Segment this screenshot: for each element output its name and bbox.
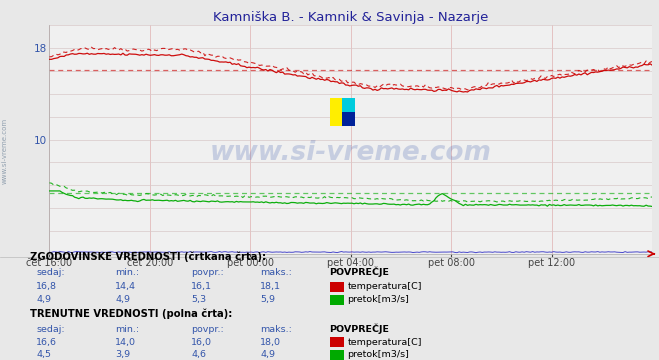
Text: POVPREČJE: POVPREČJE bbox=[330, 323, 389, 334]
Text: 4,6: 4,6 bbox=[191, 350, 206, 359]
Text: maks.:: maks.: bbox=[260, 268, 292, 277]
Text: www.si-vreme.com: www.si-vreme.com bbox=[210, 140, 492, 166]
Text: 16,8: 16,8 bbox=[36, 282, 57, 291]
Text: 5,9: 5,9 bbox=[260, 295, 275, 304]
Text: 18,1: 18,1 bbox=[260, 282, 281, 291]
Text: 4,9: 4,9 bbox=[115, 295, 130, 304]
Bar bbox=[343, 98, 355, 112]
Text: TRENUTNE VREDNOSTI (polna črta):: TRENUTNE VREDNOSTI (polna črta): bbox=[30, 308, 232, 319]
Text: min.:: min.: bbox=[115, 325, 140, 334]
Text: pretok[m3/s]: pretok[m3/s] bbox=[347, 350, 409, 359]
Text: maks.:: maks.: bbox=[260, 325, 292, 334]
Text: povpr.:: povpr.: bbox=[191, 325, 224, 334]
Bar bbox=[330, 98, 343, 126]
Text: 16,6: 16,6 bbox=[36, 338, 57, 347]
Text: 14,4: 14,4 bbox=[115, 282, 136, 291]
Text: www.si-vreme.com: www.si-vreme.com bbox=[1, 118, 8, 184]
Text: min.:: min.: bbox=[115, 268, 140, 277]
Text: povpr.:: povpr.: bbox=[191, 268, 224, 277]
Text: temperatura[C]: temperatura[C] bbox=[347, 338, 422, 347]
Text: sedaj:: sedaj: bbox=[36, 325, 65, 334]
Text: temperatura[C]: temperatura[C] bbox=[347, 282, 422, 291]
Text: pretok[m3/s]: pretok[m3/s] bbox=[347, 295, 409, 304]
Text: 4,5: 4,5 bbox=[36, 350, 51, 359]
Text: POVPREČJE: POVPREČJE bbox=[330, 267, 389, 277]
Text: 4,9: 4,9 bbox=[36, 295, 51, 304]
Text: 3,9: 3,9 bbox=[115, 350, 130, 359]
Text: 5,3: 5,3 bbox=[191, 295, 206, 304]
Text: 4,9: 4,9 bbox=[260, 350, 275, 359]
Text: ZGODOVINSKE VREDNOSTI (črtkana črta):: ZGODOVINSKE VREDNOSTI (črtkana črta): bbox=[30, 252, 266, 262]
Text: 16,1: 16,1 bbox=[191, 282, 212, 291]
Text: sedaj:: sedaj: bbox=[36, 268, 65, 277]
Text: 14,0: 14,0 bbox=[115, 338, 136, 347]
Bar bbox=[343, 112, 355, 126]
Title: Kamniška B. - Kamnik & Savinja - Nazarje: Kamniška B. - Kamnik & Savinja - Nazarje bbox=[214, 11, 488, 24]
Text: 18,0: 18,0 bbox=[260, 338, 281, 347]
Text: 16,0: 16,0 bbox=[191, 338, 212, 347]
